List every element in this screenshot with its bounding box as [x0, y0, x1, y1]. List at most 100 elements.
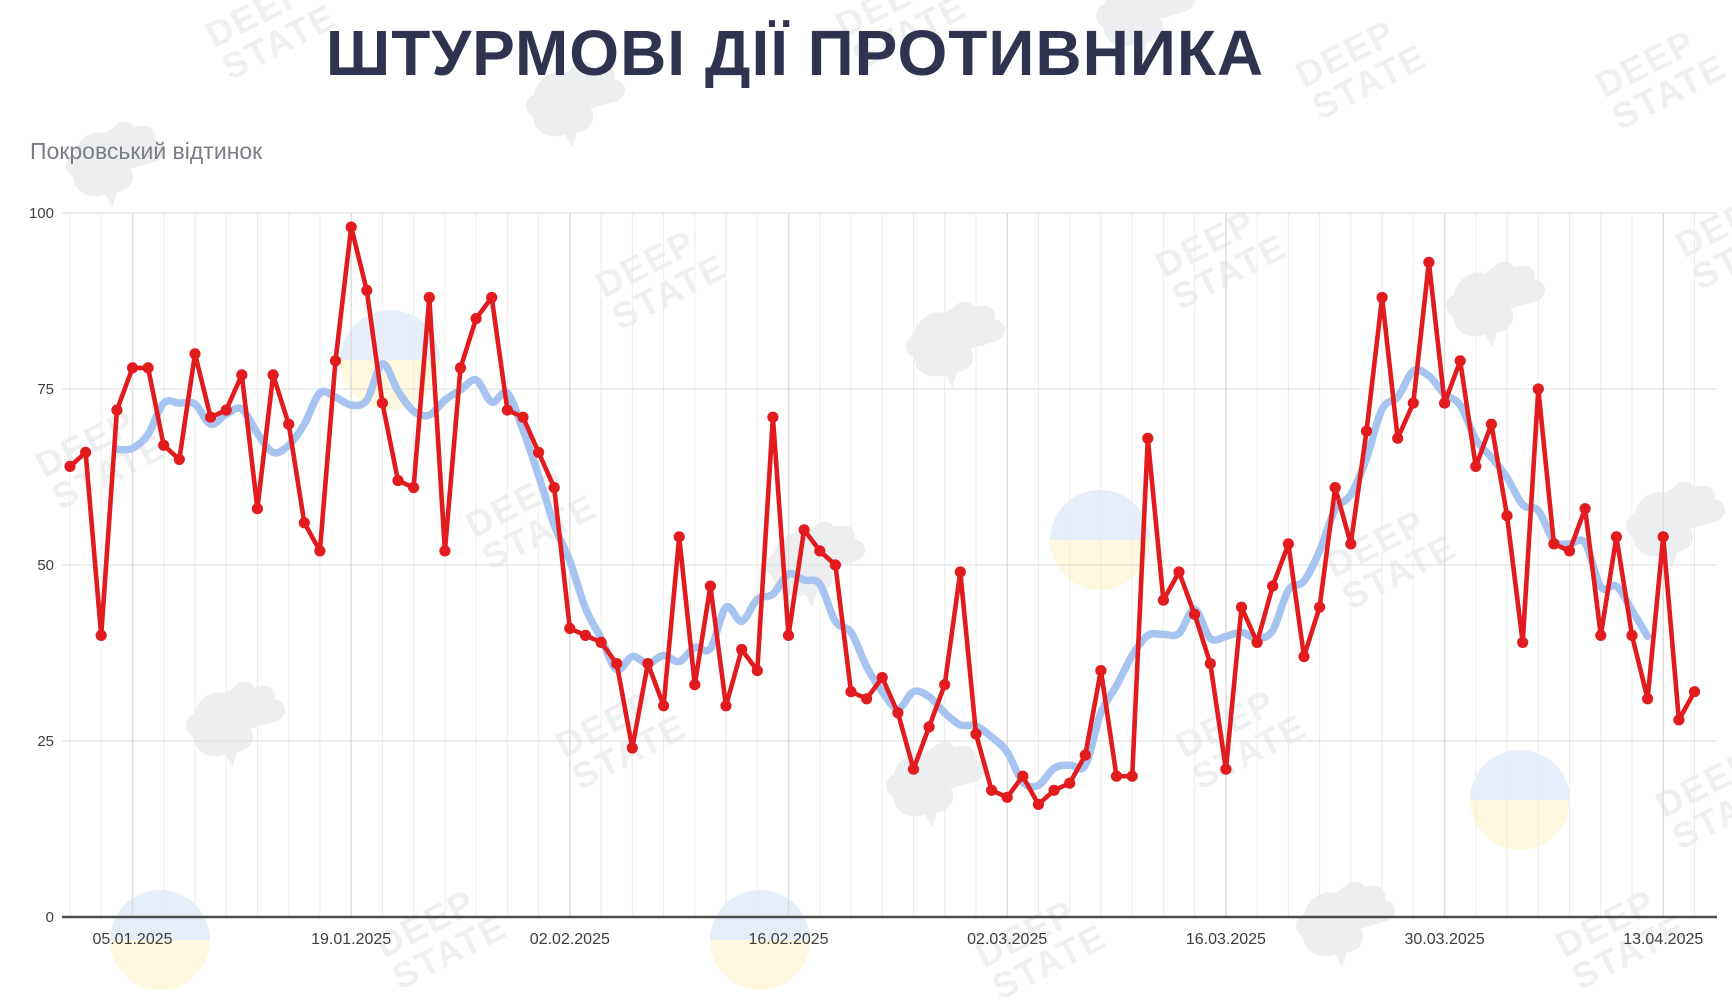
- data-point-marker[interactable]: [1579, 503, 1591, 515]
- data-point-marker[interactable]: [1532, 383, 1544, 395]
- data-point-marker[interactable]: [798, 524, 810, 536]
- data-point-marker[interactable]: [1657, 531, 1669, 543]
- data-point-marker[interactable]: [907, 763, 920, 775]
- data-point-marker[interactable]: [1392, 432, 1404, 444]
- data-point-marker[interactable]: [423, 291, 435, 304]
- data-point-marker[interactable]: [970, 728, 982, 740]
- data-point-marker[interactable]: [1126, 770, 1138, 782]
- data-point-marker[interactable]: [751, 665, 763, 677]
- data-point-marker[interactable]: [486, 291, 498, 304]
- data-point-marker[interactable]: [1298, 650, 1310, 663]
- data-point-marker[interactable]: [595, 636, 607, 649]
- data-point-marker[interactable]: [1189, 608, 1201, 620]
- data-point-marker[interactable]: [64, 460, 76, 472]
- data-point-marker[interactable]: [189, 348, 201, 360]
- data-point-marker[interactable]: [673, 531, 685, 543]
- data-point-marker[interactable]: [1595, 629, 1607, 642]
- data-point-marker[interactable]: [517, 411, 529, 423]
- data-point-marker[interactable]: [533, 446, 545, 458]
- data-point-marker[interactable]: [548, 482, 560, 494]
- data-point-marker[interactable]: [283, 418, 295, 430]
- data-point-marker[interactable]: [642, 658, 654, 670]
- data-point-marker[interactable]: [236, 369, 248, 381]
- data-point-marker[interactable]: [1017, 770, 1029, 782]
- data-point-marker[interactable]: [376, 397, 388, 409]
- data-point-marker[interactable]: [1001, 791, 1013, 803]
- data-point-marker[interactable]: [142, 362, 154, 374]
- data-point-marker[interactable]: [1204, 658, 1216, 670]
- data-point-marker[interactable]: [95, 629, 107, 642]
- data-point-marker[interactable]: [1626, 629, 1638, 642]
- data-point-marker[interactable]: [892, 707, 904, 719]
- data-point-marker[interactable]: [158, 439, 170, 451]
- data-point-marker[interactable]: [1610, 531, 1622, 543]
- data-point-marker[interactable]: [939, 679, 951, 691]
- data-point-marker[interactable]: [392, 474, 404, 487]
- data-point-marker[interactable]: [611, 658, 623, 670]
- data-point-marker[interactable]: [1079, 749, 1091, 761]
- data-point-marker[interactable]: [1235, 601, 1248, 613]
- data-point-marker[interactable]: [1329, 482, 1341, 494]
- data-point-marker[interactable]: [1470, 460, 1482, 472]
- data-point-marker[interactable]: [1376, 291, 1388, 304]
- data-point-marker[interactable]: [1345, 538, 1357, 550]
- data-point-marker[interactable]: [80, 446, 92, 458]
- data-point-marker[interactable]: [1688, 686, 1701, 698]
- data-point-marker[interactable]: [1563, 545, 1576, 557]
- data-point-marker[interactable]: [501, 404, 513, 416]
- data-point-marker[interactable]: [470, 313, 482, 325]
- data-point-marker[interactable]: [861, 693, 873, 705]
- data-point-marker[interactable]: [267, 369, 279, 381]
- data-point-marker[interactable]: [782, 629, 795, 642]
- data-point-marker[interactable]: [408, 482, 420, 494]
- data-point-marker[interactable]: [126, 362, 139, 374]
- data-point-marker[interactable]: [1423, 256, 1435, 268]
- data-point-marker[interactable]: [1251, 636, 1263, 649]
- data-point-marker[interactable]: [1267, 580, 1279, 592]
- data-point-marker[interactable]: [1501, 510, 1513, 522]
- data-point-marker[interactable]: [439, 545, 451, 557]
- data-point-marker[interactable]: [814, 545, 826, 557]
- data-point-marker[interactable]: [111, 404, 123, 416]
- data-point-marker[interactable]: [1157, 594, 1169, 606]
- data-point-marker[interactable]: [986, 784, 998, 796]
- data-point-marker[interactable]: [173, 453, 185, 465]
- data-point-marker[interactable]: [564, 622, 576, 635]
- data-point-marker[interactable]: [704, 580, 717, 592]
- data-point-marker[interactable]: [1517, 636, 1529, 649]
- data-point-marker[interactable]: [361, 284, 373, 296]
- data-point-marker[interactable]: [845, 686, 857, 698]
- data-point-marker[interactable]: [298, 517, 310, 529]
- data-point-marker[interactable]: [345, 221, 357, 233]
- data-point-marker[interactable]: [1454, 355, 1466, 367]
- data-point-marker[interactable]: [1360, 425, 1373, 437]
- data-point-marker[interactable]: [579, 629, 592, 642]
- data-point-marker[interactable]: [1173, 566, 1185, 578]
- data-point-marker[interactable]: [767, 411, 779, 423]
- data-point-marker[interactable]: [220, 404, 232, 416]
- data-point-marker[interactable]: [1064, 777, 1076, 789]
- data-point-marker[interactable]: [1142, 432, 1154, 444]
- data-point-marker[interactable]: [736, 643, 748, 656]
- data-point-marker[interactable]: [314, 545, 326, 557]
- data-point-marker[interactable]: [329, 355, 342, 367]
- data-point-marker[interactable]: [1673, 714, 1685, 726]
- data-point-marker[interactable]: [689, 679, 701, 691]
- data-point-marker[interactable]: [1032, 798, 1044, 811]
- data-point-marker[interactable]: [954, 566, 966, 578]
- data-point-marker[interactable]: [1439, 397, 1451, 409]
- data-point-marker[interactable]: [1282, 538, 1294, 550]
- data-point-marker[interactable]: [1642, 693, 1654, 705]
- data-point-marker[interactable]: [1314, 601, 1326, 613]
- data-point-marker[interactable]: [454, 362, 467, 374]
- data-point-marker[interactable]: [626, 742, 638, 754]
- data-point-marker[interactable]: [205, 411, 217, 423]
- data-point-marker[interactable]: [829, 559, 842, 571]
- data-point-marker[interactable]: [876, 672, 888, 684]
- data-point-marker[interactable]: [658, 700, 670, 712]
- data-point-marker[interactable]: [1048, 784, 1060, 796]
- data-point-marker[interactable]: [1485, 418, 1497, 430]
- data-point-marker[interactable]: [1110, 770, 1123, 782]
- data-point-marker[interactable]: [1095, 665, 1107, 677]
